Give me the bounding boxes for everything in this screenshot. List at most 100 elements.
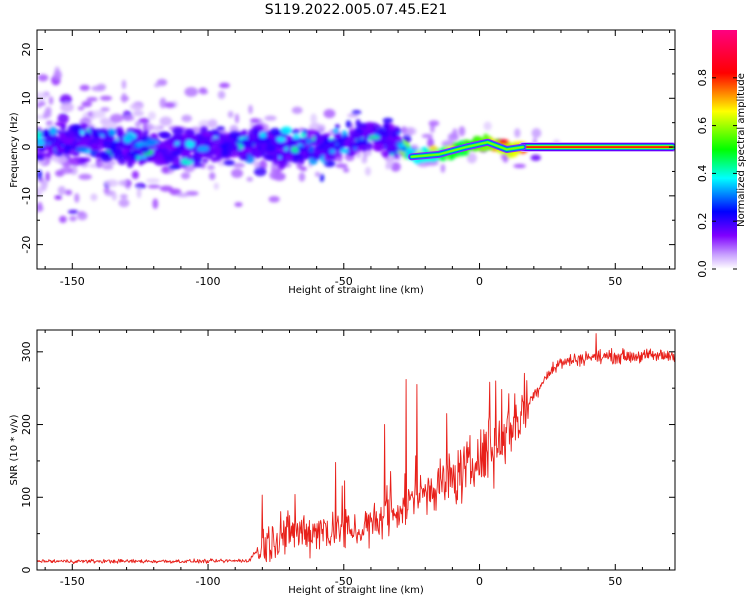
- spectrogram-noise-blob: [111, 192, 117, 201]
- spectrogram-band-blob: [128, 150, 140, 157]
- x-tick-label: -100: [196, 275, 221, 288]
- spectrogram-noise-blob: [427, 137, 434, 149]
- spectrogram-band-blob: [256, 144, 263, 151]
- spectrogram-noise-blob: [159, 185, 173, 192]
- spectrogram-band-blob: [181, 153, 190, 159]
- spectrogram-noise-blob: [335, 163, 348, 169]
- spectrogram-band-blob: [393, 153, 400, 159]
- spectrogram-noise-blob: [97, 161, 105, 167]
- spectrogram-band-blob: [348, 146, 354, 156]
- snr-frame: [36, 329, 676, 571]
- spectrogram-band-blob: [278, 159, 286, 169]
- spectrogram-band-blob: [139, 159, 147, 164]
- y-tick-label: -20: [20, 236, 33, 254]
- spectrogram-band-blob: [333, 132, 343, 139]
- spectrogram-band-blob: [210, 156, 218, 163]
- spectrogram-noise-blob: [161, 165, 170, 174]
- spectrogram-band-blob: [58, 135, 67, 142]
- spectrogram-noise-blob: [364, 166, 372, 176]
- spectrogram-band-blob: [91, 128, 103, 133]
- spectrogram-band-blob: [99, 151, 111, 159]
- spectrogram-noise-blob: [230, 168, 244, 179]
- spectrogram-noise-blob: [164, 102, 176, 109]
- spectrogram-noise-blob: [428, 120, 440, 127]
- spectrogram-noise-blob: [159, 97, 167, 109]
- spectrogram-noise-blob: [67, 209, 79, 214]
- spectrogram-band-blob: [254, 149, 262, 157]
- spectrogram-noise-blob: [91, 85, 106, 92]
- spectrogram-band-blob: [115, 142, 125, 147]
- spectrogram-band-blob: [280, 126, 292, 135]
- spectrogram-band-blob: [512, 152, 518, 158]
- spectrogram-noise-blob: [64, 189, 73, 196]
- colorbar-ticks: 0.0 0.2 0.4 0.6 0.8: [696, 69, 737, 278]
- spectrogram-band-blob: [168, 164, 181, 170]
- spectrogram-noise-blob: [483, 121, 492, 131]
- spectrogram-band-blob: [102, 139, 110, 146]
- spectrogram-noise-blob: [388, 157, 393, 169]
- spectrogram-noise-blob: [59, 94, 72, 105]
- snr-y-label: SNR (10 * v/v): [9, 414, 20, 485]
- spectrogram-band-blob: [333, 145, 345, 150]
- spectrogram-noise-blob: [502, 154, 509, 163]
- spectrogram-band-blob: [306, 130, 318, 135]
- spectrogram-noise-blob: [138, 117, 150, 124]
- spectrogram-noise-blob: [299, 166, 308, 172]
- spectrogram-band-blob: [81, 136, 92, 144]
- spectrogram-noise-blob: [400, 126, 408, 135]
- spectrogram-band-blob: [253, 128, 259, 135]
- spectrogram-band-blob: [239, 150, 246, 158]
- spectrogram-noise-blob: [43, 110, 52, 119]
- spectrogram-band-blob: [334, 123, 340, 130]
- spectrogram-noise-blob: [121, 79, 127, 90]
- spectrogram-band-blob: [314, 135, 325, 145]
- spectrogram-band-blob: [394, 126, 400, 132]
- spectrogram-band-blob: [172, 127, 184, 136]
- spectrogram-band-blob: [297, 146, 307, 151]
- spectrogram-noise-blob: [53, 154, 68, 164]
- spectrogram-y-label: Frequency (Hz): [9, 112, 20, 188]
- spectrogram-noise-blob: [361, 156, 368, 164]
- spectrogram-noise-blob: [136, 187, 142, 199]
- y-tick-label: 0: [20, 144, 33, 151]
- spectrogram-band-blob: [387, 129, 396, 136]
- spectrogram-noise-blob: [390, 162, 401, 172]
- spectrogram-band-blob: [77, 157, 87, 164]
- y-tick-label: 20: [20, 43, 33, 57]
- spectrogram-band-blob: [164, 150, 173, 156]
- spectrogram-band-blob: [150, 132, 158, 140]
- spectrogram-noise-blob: [217, 90, 226, 100]
- spectrogram-noise-blob: [105, 179, 119, 187]
- spectrogram-noise-blob: [201, 161, 206, 169]
- spectrogram-band-blob: [37, 139, 46, 147]
- spectrogram-noise-blob: [441, 140, 454, 148]
- spectrogram-band-blob: [164, 139, 176, 146]
- spectrogram-band-blob: [67, 132, 75, 139]
- spectrogram-noise-blob: [37, 201, 43, 211]
- spectrogram-noise-blob: [421, 133, 433, 139]
- spectrogram-band-blob: [344, 139, 351, 148]
- y-tick-label: 100: [20, 487, 33, 508]
- spectrogram-band-blob: [308, 145, 314, 153]
- spectrogram-band-blob: [196, 145, 209, 152]
- spectrogram-band-blob: [385, 144, 397, 151]
- spectrogram-noise-blob: [74, 193, 80, 203]
- spectrogram-noise-blob: [246, 176, 254, 182]
- spectrogram-band-blob: [113, 148, 123, 157]
- spectrogram-noise-blob: [176, 192, 190, 198]
- spectrogram-noise-blob: [45, 171, 50, 182]
- spectrogram-band-blob: [276, 142, 287, 149]
- spectrogram-noise-blob: [119, 194, 128, 199]
- spectrogram-band-blob: [382, 122, 390, 130]
- spectrogram-noise-blob: [218, 82, 230, 89]
- spectrogram-band-blob: [202, 132, 213, 138]
- spectrogram-band-blob: [398, 143, 405, 148]
- colorbar-label: Normalized spectral amplitude: [736, 73, 747, 227]
- spectrogram-band-blob: [151, 152, 158, 159]
- spectrogram-band-blob: [316, 144, 327, 151]
- spectrogram-noise-blob: [57, 113, 69, 124]
- spectrogram-noise-blob: [234, 202, 243, 207]
- spectrogram-band-blob: [37, 130, 43, 138]
- spectrogram-noise-blob: [134, 120, 142, 128]
